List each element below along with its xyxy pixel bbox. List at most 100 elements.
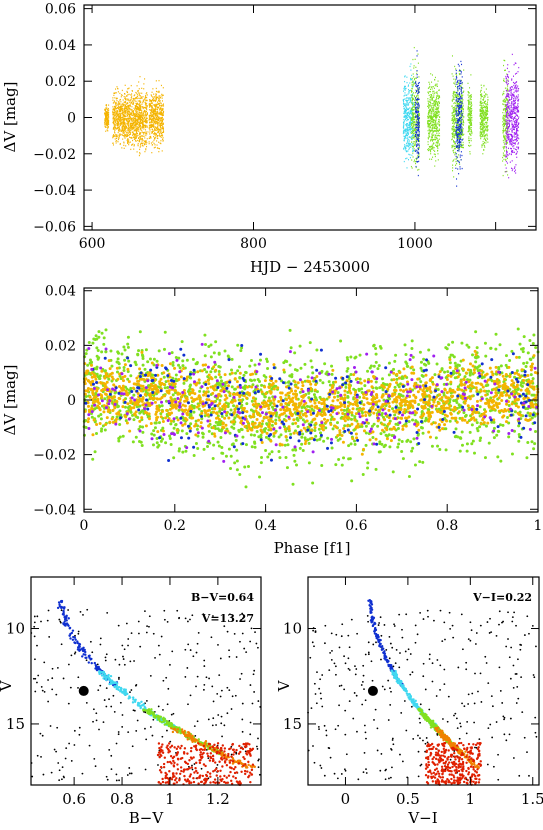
data-point — [139, 138, 141, 141]
data-point — [506, 104, 508, 106]
data-point — [452, 75, 454, 77]
data-point — [463, 116, 465, 118]
data-point — [480, 114, 482, 116]
data-point — [469, 110, 471, 112]
data-point — [403, 101, 405, 103]
data-point — [153, 117, 155, 119]
data-point — [503, 147, 505, 149]
data-point — [137, 115, 139, 117]
data-point — [123, 114, 125, 116]
data-point — [134, 125, 136, 127]
data-point — [431, 126, 433, 128]
data-point — [153, 116, 155, 118]
data-point — [413, 46, 415, 49]
data-point — [112, 97, 114, 99]
data-point — [120, 105, 122, 107]
data-point — [152, 111, 154, 113]
data-point — [135, 91, 137, 94]
data-point — [482, 110, 484, 112]
data-point — [508, 120, 510, 122]
data-point — [431, 98, 433, 100]
data-point — [151, 144, 153, 146]
data-point — [120, 108, 122, 110]
data-point — [141, 114, 143, 116]
data-point — [460, 114, 462, 117]
data-point — [483, 96, 485, 99]
data-point — [411, 108, 413, 110]
data-point — [486, 121, 488, 124]
data-point — [456, 129, 458, 131]
data-point — [462, 114, 464, 117]
data-point — [128, 130, 130, 133]
data-point — [141, 122, 143, 124]
data-point — [118, 112, 120, 114]
data-point — [141, 87, 143, 90]
data-point — [482, 122, 484, 124]
data-point — [461, 105, 463, 107]
data-point — [142, 132, 144, 134]
data-point — [430, 145, 432, 148]
data-point — [456, 113, 458, 115]
data-point — [415, 101, 417, 103]
data-point — [433, 94, 435, 96]
data-point — [507, 76, 509, 78]
data-point — [468, 142, 470, 144]
data-point — [507, 113, 509, 115]
data-point — [403, 124, 405, 126]
data-point — [416, 136, 418, 138]
data-point — [158, 101, 160, 103]
data-point — [130, 112, 132, 114]
data-point — [509, 115, 511, 117]
data-point — [415, 115, 417, 117]
data-point — [481, 105, 483, 107]
data-point — [486, 123, 488, 125]
data-point — [104, 118, 106, 120]
data-point — [150, 142, 152, 144]
data-point — [121, 89, 123, 92]
data-point — [403, 147, 405, 149]
data-point — [467, 115, 469, 117]
data-point — [504, 150, 506, 152]
data-point — [115, 92, 117, 94]
data-point — [460, 102, 462, 105]
data-point — [455, 160, 457, 163]
data-point — [159, 135, 161, 137]
data-point — [508, 95, 510, 98]
data-point — [462, 108, 464, 110]
data-point — [135, 105, 137, 107]
data-point — [429, 131, 431, 133]
data-point — [470, 101, 472, 103]
data-point — [403, 90, 405, 92]
data-point — [412, 84, 414, 86]
data-point — [136, 128, 138, 131]
data-point — [158, 79, 160, 82]
data-point — [137, 128, 139, 131]
data-point — [417, 169, 419, 171]
data-point — [435, 125, 437, 127]
data-point — [461, 133, 463, 135]
data-point — [150, 118, 152, 120]
data-point — [149, 126, 151, 129]
data-point — [139, 122, 141, 124]
data-point — [460, 130, 462, 133]
data-point — [405, 109, 407, 112]
data-point — [503, 90, 505, 93]
data-point — [144, 110, 146, 113]
data-point — [506, 92, 508, 95]
data-point — [484, 121, 486, 124]
data-point — [405, 116, 407, 118]
data-point — [407, 126, 409, 129]
data-point — [429, 98, 431, 101]
data-point — [139, 133, 141, 135]
data-point — [457, 138, 459, 140]
data-point — [145, 94, 147, 97]
data-point — [117, 91, 119, 93]
data-point — [414, 104, 416, 106]
data-point — [483, 113, 485, 115]
data-point — [416, 161, 418, 163]
data-point — [452, 119, 454, 121]
data-point — [469, 128, 471, 130]
data-point — [145, 115, 147, 117]
data-point — [141, 139, 143, 141]
data-point — [131, 112, 133, 114]
